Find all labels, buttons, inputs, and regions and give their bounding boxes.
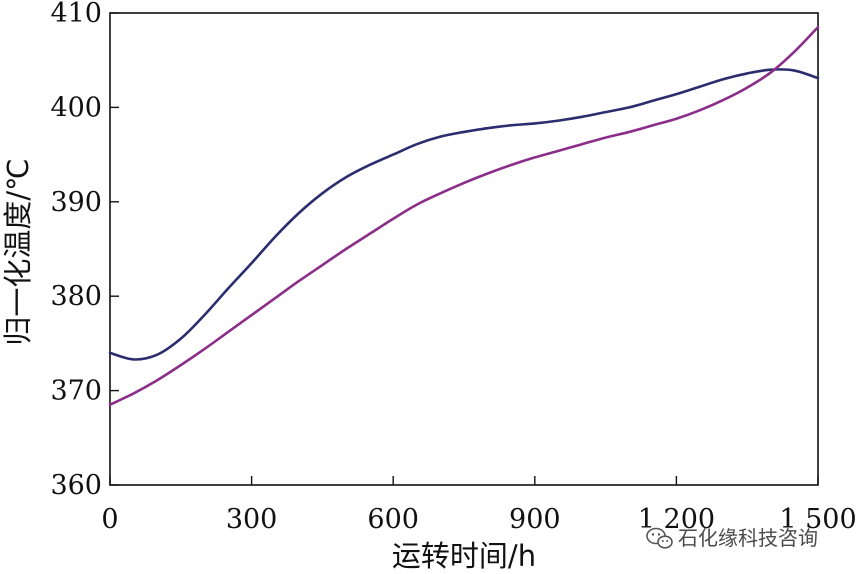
x-tick-label: 600 [367,504,419,535]
watermark: 石化缘科技咨询 [646,526,818,550]
wechat-icon [646,527,673,549]
y-tick-label: 380 [50,281,102,312]
x-tick-label: 0 [101,504,118,535]
y-tick-label: 370 [50,376,102,407]
x-axis-label: 运转时间/h [392,539,536,573]
plot-area [108,12,820,486]
plot-frame [109,12,819,486]
series-line-1 [108,68,820,361]
x-axis-ticks: 0 300 600 900 1 200 1 500 [101,476,856,535]
y-axis-label: 归一化温度/℃ [1,158,35,345]
y-tick-label: 400 [50,92,102,123]
y-tick-label: 390 [50,187,102,218]
y-tick-label: 360 [50,470,102,501]
x-tick-label: 1 500 [779,504,856,535]
y-tick-label: 410 [50,0,102,29]
series-line-2 [108,25,820,407]
y-axis-ticks: 360 370 380 390 400 410 [50,0,119,501]
x-tick-label: 300 [226,504,278,535]
watermark-text: 石化缘科技咨询 [678,526,818,550]
x-tick-label: 900 [509,504,561,535]
